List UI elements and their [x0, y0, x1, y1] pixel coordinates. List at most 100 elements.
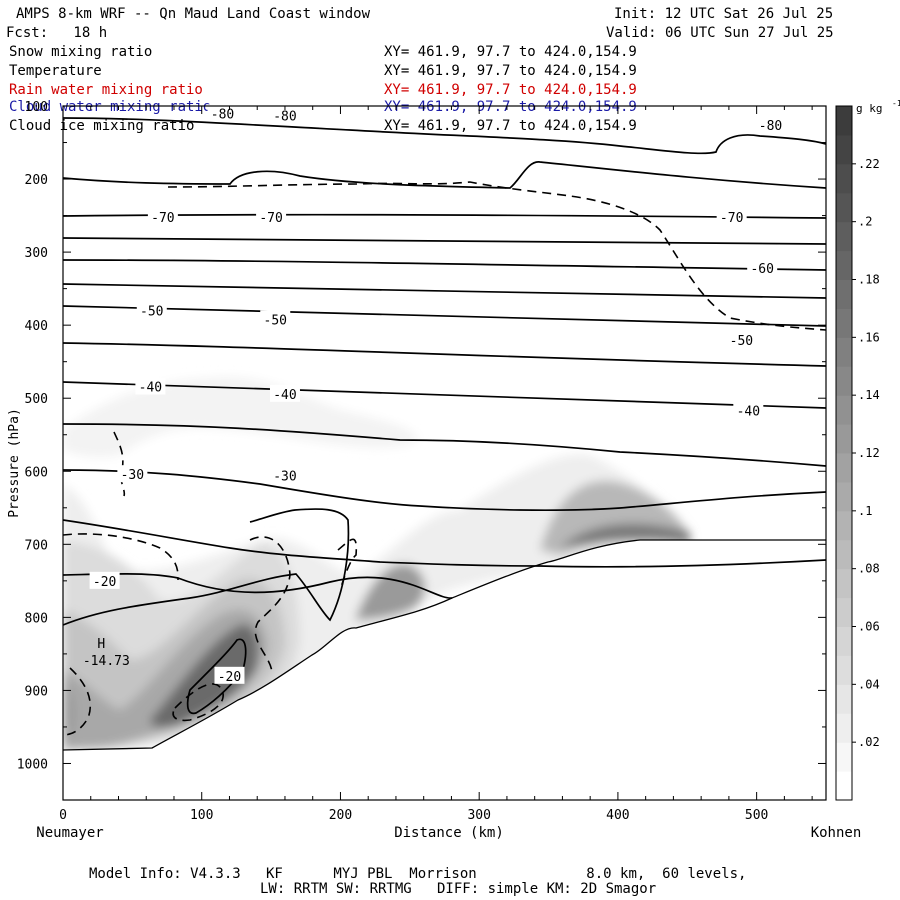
- y-tick-label: 400: [25, 319, 48, 334]
- x-tick-label: 100: [190, 808, 213, 823]
- temperature-label: -20: [218, 670, 241, 685]
- field-xy-temperature: XY= 461.9, 97.7 to 424.0,154.9: [384, 63, 637, 79]
- y-tick-label-bg: [16, 243, 50, 259]
- colorbar-swatch: [836, 134, 852, 165]
- colorbar-tick-label: .08: [858, 562, 880, 576]
- colorbar-swatch: [836, 655, 852, 685]
- temperature-label: -80: [273, 109, 296, 124]
- colorbar-swatch: [836, 481, 852, 512]
- temperature-label: -40: [737, 405, 760, 420]
- colorbar-swatch: [836, 771, 852, 801]
- temperature-labels: -80 -80 -80 -70 -70 -70 -60 -50 -50 -50 -40 -40 -40 -…: [83, 104, 786, 685]
- temperature-label-bg: [117, 465, 148, 483]
- model-info-line1: Model Info: V4.3.3 KF MYJ PBL Morrison 8…: [89, 866, 747, 882]
- colorbar-tick-label: .14: [858, 388, 880, 402]
- temperature-label-bg: [89, 571, 120, 589]
- colorbar-tick-label: .2: [858, 215, 872, 229]
- colorbar-swatch: [836, 337, 852, 367]
- colorbar-frame: [835, 105, 853, 801]
- temperature-label: -70: [720, 211, 743, 226]
- temperature-label-bg: [755, 115, 786, 133]
- temperature-label: -20: [93, 575, 116, 590]
- temperature-label-bg: [733, 401, 764, 419]
- colorbar-swatch: [836, 626, 852, 656]
- y-tick-label-bg: [16, 681, 50, 697]
- y-tick-label-bg: [16, 608, 50, 624]
- x-tick-label: 500: [745, 808, 768, 823]
- temperature-label: -30: [273, 470, 296, 485]
- field-name-rain: Rain water mixing ratio: [9, 82, 203, 98]
- temperature-label-bg: [135, 377, 166, 395]
- colorbar-swatch: [836, 597, 852, 627]
- colorbar: .22 .2 .18 .16 .14 .12 .1 .08 .06 .04 .02 g kg -1: [835, 99, 900, 801]
- temperature-label: -50: [140, 305, 163, 320]
- colorbar-swatch: [836, 221, 852, 252]
- x-tick-label: 400: [606, 808, 629, 823]
- cloud-ice-contours: [63, 181, 826, 736]
- field-xy-cloud-ice: XY= 461.9, 97.7 to 424.0,154.9: [384, 118, 637, 134]
- temperature-label-bg: [136, 301, 167, 319]
- y-tick-label-bg: [16, 389, 50, 405]
- forecast-hour: Fcst: 18 h: [6, 25, 108, 41]
- colorbar-swatch: [836, 163, 852, 194]
- temperature-label: -80: [211, 107, 234, 122]
- y-tick-label: 700: [25, 538, 48, 553]
- temperature-label: -50: [730, 334, 753, 349]
- temperature-label-bg: [269, 466, 300, 484]
- colorbar-unit: g kg: [856, 102, 883, 115]
- field-name-cloud-water: Cloud water mixing ratio: [9, 99, 212, 115]
- temperature-label-bg: [147, 208, 178, 226]
- colorbar-unit-exponent: -1: [892, 99, 900, 108]
- temperature-label: -40: [139, 381, 162, 396]
- valid-time: Valid: 06 UTC Sun 27 Jul 25: [606, 25, 834, 41]
- y-tick-label-bg: [16, 170, 50, 186]
- init-time: Init: 12 UTC Sat 26 Jul 25: [614, 6, 834, 22]
- right-end-label: Kohnen: [811, 825, 862, 841]
- colorbar-swatch: [836, 395, 852, 425]
- colorbar-tick-label: .02: [858, 735, 880, 749]
- colorbar-tick-label: .06: [858, 620, 880, 634]
- y-tick-label: 900: [25, 684, 48, 699]
- temperature-label-bg: [256, 208, 287, 226]
- y-axis-label: Pressure (hPa): [7, 408, 22, 518]
- y-tick-label: 1000: [17, 757, 48, 772]
- temperature-label-bg: [214, 666, 245, 684]
- colorbar-swatch: [836, 684, 852, 714]
- colorbar-tick-label: .04: [858, 677, 880, 691]
- colorbar-tick-label: .18: [858, 273, 880, 287]
- left-end-label: Neumayer: [36, 825, 103, 841]
- x-axis-label: Distance (km): [394, 825, 504, 841]
- field-xy-snow: XY= 461.9, 97.7 to 424.0,154.9: [384, 44, 637, 60]
- colorbar-swatch: [836, 424, 852, 454]
- colorbar-swatch: [836, 192, 852, 223]
- plot-frame: [62, 105, 827, 801]
- temperature-label: -30: [121, 468, 144, 483]
- mixing-ratio-shading: [63, 377, 690, 750]
- y-tick-label-bg: [16, 754, 50, 770]
- axes: 0 100 200 300 400 500100200300400500600700800…: [7, 100, 862, 841]
- colorbar-tick-label: .16: [858, 330, 880, 344]
- y-tick-label: 200: [25, 173, 48, 188]
- field-xy-cloud-water: XY= 461.9, 97.7 to 424.0,154.9: [384, 99, 637, 115]
- y-tick-label-bg: [16, 316, 50, 332]
- temperature-label-bg: [207, 104, 238, 122]
- x-tick-label: 200: [329, 808, 352, 823]
- temperature-label-bg: [260, 310, 291, 328]
- temperature-label: -80: [759, 119, 782, 134]
- temperature-label-bg: [726, 330, 757, 348]
- y-tick-label-bg: [16, 535, 50, 551]
- extremum-value: -14.73: [83, 654, 130, 669]
- colorbar-swatch: [836, 279, 852, 309]
- y-tick-label: 600: [25, 465, 48, 480]
- colorbar-tick-label: .1: [858, 504, 872, 518]
- colorbar-tick-label: .22: [858, 157, 880, 171]
- colorbar-swatch: [836, 106, 852, 136]
- field-name-temperature: Temperature: [9, 63, 102, 79]
- field-xy-rain: XY= 461.9, 97.7 to 424.0,154.9: [384, 82, 637, 98]
- temperature-contours: [63, 117, 826, 715]
- colorbar-swatch: [836, 713, 852, 743]
- colorbar-swatch: [836, 366, 852, 396]
- temperature-label: -40: [273, 388, 296, 403]
- temperature-label-bg: [716, 208, 747, 226]
- x-tick-label: 0: [59, 808, 67, 823]
